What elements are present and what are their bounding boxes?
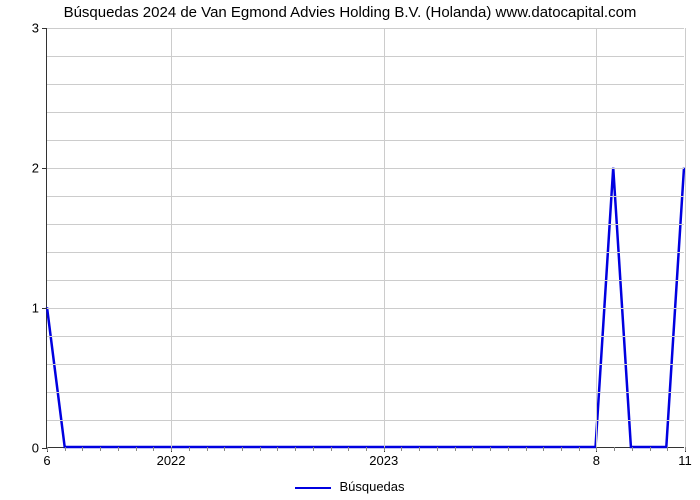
xtick-minor xyxy=(224,447,225,451)
xtick-minor xyxy=(118,447,119,451)
xtick-minor xyxy=(437,447,438,451)
xtick-minor xyxy=(277,447,278,451)
xtick-minor xyxy=(260,447,261,451)
xtick-minor xyxy=(171,447,172,451)
xtick-minor xyxy=(650,447,651,451)
xtick-minor xyxy=(401,447,402,451)
xtick-minor xyxy=(384,447,385,451)
xtick-minor xyxy=(82,447,83,451)
xtick-minor xyxy=(100,447,101,451)
xtick-minor xyxy=(579,447,580,451)
xtick-minor xyxy=(366,447,367,451)
xtick-minor xyxy=(614,447,615,451)
plot-area: 0123620222023811 xyxy=(46,28,684,448)
xtick-minor xyxy=(136,447,137,451)
xtick-minor xyxy=(526,447,527,451)
xtick-minor xyxy=(295,447,296,451)
xtick-minor xyxy=(543,447,544,451)
grid-h xyxy=(47,336,684,337)
xtick-minor xyxy=(508,447,509,451)
ytick-mark xyxy=(42,28,47,29)
grid-h xyxy=(47,280,684,281)
legend-label: Búsquedas xyxy=(339,479,404,494)
xtick-minor xyxy=(242,447,243,451)
grid-h xyxy=(47,392,684,393)
grid-h xyxy=(47,420,684,421)
xtick-minor xyxy=(207,447,208,451)
xtick-minor xyxy=(153,447,154,451)
ytick-mark xyxy=(42,168,47,169)
xtick-minor xyxy=(685,447,686,451)
xtick-label: 8 xyxy=(593,453,600,468)
grid-v xyxy=(685,28,686,447)
xtick-minor xyxy=(189,447,190,451)
grid-h xyxy=(47,56,684,57)
grid-h xyxy=(47,196,684,197)
ytick-label: 0 xyxy=(32,441,39,456)
xtick-minor xyxy=(65,447,66,451)
grid-h xyxy=(47,84,684,85)
grid-v xyxy=(384,28,385,447)
xtick-minor xyxy=(490,447,491,451)
xtick-minor xyxy=(313,447,314,451)
grid-h xyxy=(47,140,684,141)
xtick-minor xyxy=(331,447,332,451)
xtick-label: 6 xyxy=(43,453,50,468)
xtick-minor xyxy=(596,447,597,451)
grid-h xyxy=(47,364,684,365)
grid-h xyxy=(47,112,684,113)
legend-line-swatch xyxy=(295,487,331,489)
xtick-minor xyxy=(632,447,633,451)
xtick-minor xyxy=(667,447,668,451)
xtick-minor xyxy=(419,447,420,451)
grid-h xyxy=(47,308,684,309)
ytick-label: 1 xyxy=(32,301,39,316)
ytick-mark xyxy=(42,308,47,309)
ytick-label: 3 xyxy=(32,21,39,36)
legend: Búsquedas xyxy=(0,479,700,494)
xtick-minor xyxy=(47,447,48,451)
xtick-minor xyxy=(472,447,473,451)
xtick-label: 11 xyxy=(678,453,692,468)
line-series xyxy=(47,28,684,447)
xtick-minor xyxy=(348,447,349,451)
xtick-minor xyxy=(561,447,562,451)
grid-v xyxy=(171,28,172,447)
grid-h xyxy=(47,224,684,225)
search-chart: Búsquedas 2024 de Van Egmond Advies Hold… xyxy=(0,0,700,500)
xtick-minor xyxy=(455,447,456,451)
grid-h xyxy=(47,28,684,29)
grid-v xyxy=(596,28,597,447)
xtick-label: 2022 xyxy=(157,453,186,468)
grid-h xyxy=(47,252,684,253)
grid-h xyxy=(47,168,684,169)
chart-title: Búsquedas 2024 de Van Egmond Advies Hold… xyxy=(0,4,700,21)
xtick-label: 2023 xyxy=(369,453,398,468)
ytick-label: 2 xyxy=(32,161,39,176)
